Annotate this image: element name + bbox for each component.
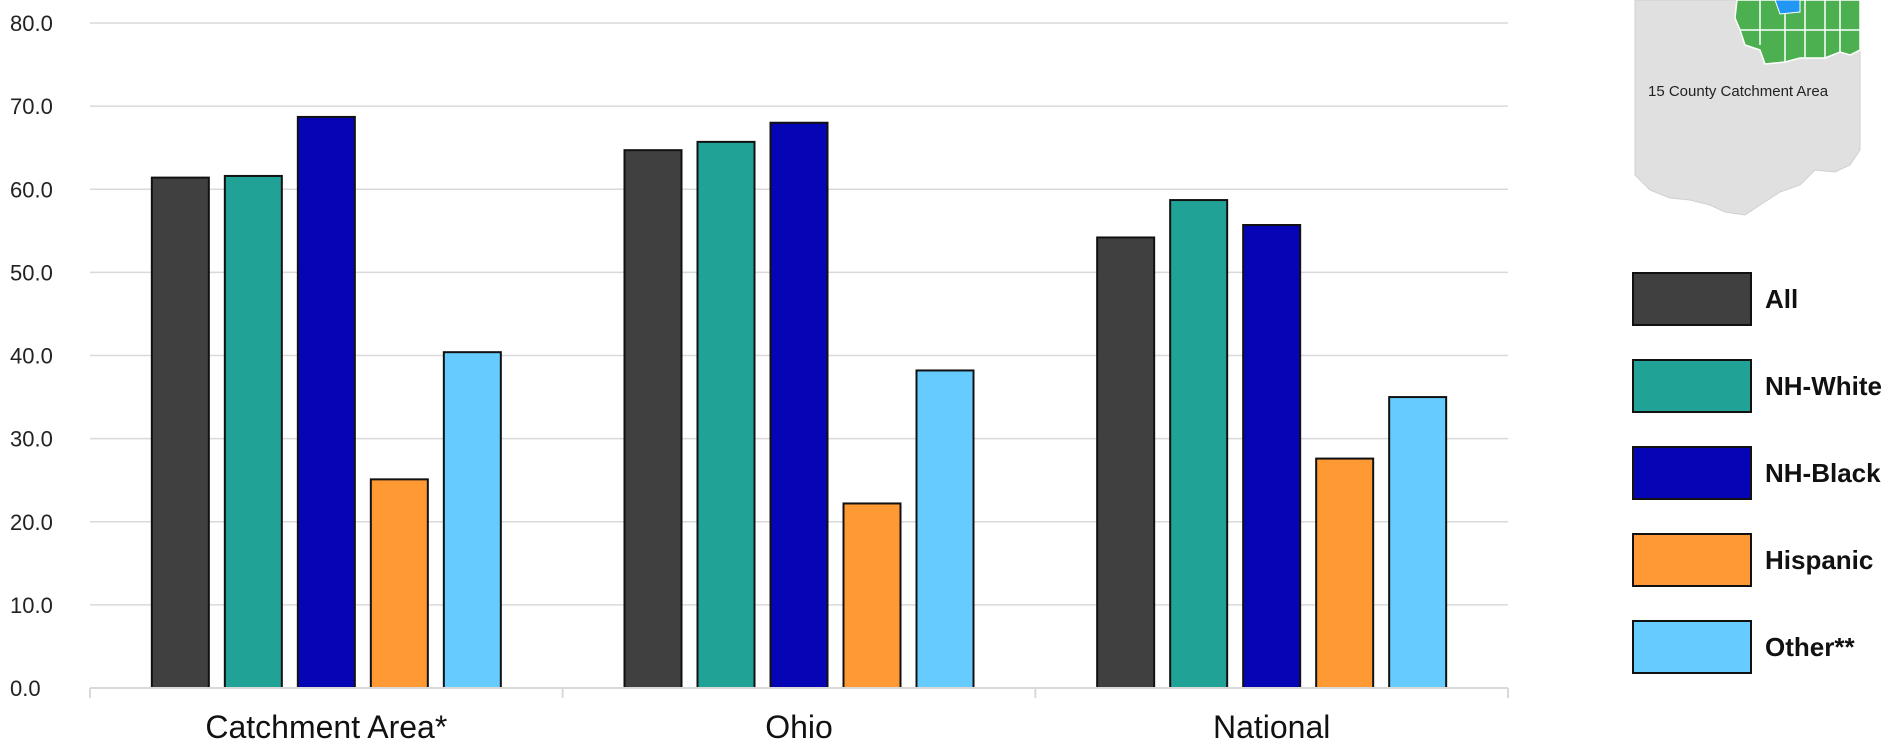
- bar-hispanic-catchment-area: [369, 478, 429, 690]
- y-tick-label: 30.0: [10, 427, 53, 452]
- bar-nh-black-national: [1242, 223, 1302, 689]
- catchment-counties: [1734, 0, 1861, 65]
- map-caption: 15 County Catchment Area: [1648, 83, 1829, 100]
- y-tick-label: 40.0: [10, 344, 53, 369]
- bar-hispanic-national: [1315, 457, 1375, 690]
- y-tick-label: 20.0: [10, 510, 53, 535]
- legend-swatch: [1632, 533, 1752, 587]
- legend-swatch: [1632, 359, 1752, 413]
- x-axis: Catchment Area* Ohio National: [89, 687, 1509, 745]
- y-tick-label: 50.0: [10, 260, 53, 285]
- y-tick-label: 60.0: [10, 177, 53, 202]
- y-tick-label: 10.0: [10, 593, 53, 618]
- bar-hispanic-ohio: [842, 502, 902, 689]
- legend-swatch: [1632, 272, 1752, 326]
- bars: [150, 115, 1448, 690]
- y-axis: 0.0 10.0 20.0 30.0 40.0 50.0 60.0 70.0 80.0: [10, 11, 53, 701]
- bar-all-ohio: [623, 149, 683, 689]
- bar-other-catchment-area: [442, 351, 502, 689]
- y-tick-label: 0.0: [10, 676, 41, 701]
- legend-label: Other**: [1765, 632, 1855, 662]
- legend-label: NH-White: [1765, 371, 1882, 401]
- bar-all-catchment-area: [150, 176, 210, 690]
- legend-label: All: [1765, 284, 1798, 314]
- bar-nh-white-national: [1169, 199, 1229, 689]
- bar-nh-black-ohio: [769, 121, 829, 689]
- ohio-map-inset: 15 County Catchment Area: [1634, 0, 1861, 216]
- legend-swatch: [1632, 446, 1752, 500]
- bar-nh-black-catchment-area: [296, 115, 356, 689]
- bar-other-ohio: [915, 369, 975, 689]
- bar-all-national: [1096, 236, 1156, 689]
- bar-other-national: [1388, 396, 1448, 689]
- legend-label: Hispanic: [1765, 545, 1873, 575]
- x-category-label: National: [1213, 709, 1330, 745]
- bar-nh-white-catchment-area: [223, 174, 283, 689]
- bar-nh-white-ohio: [696, 140, 756, 689]
- legend-label: NH-Black: [1765, 458, 1881, 488]
- y-tick-label: 80.0: [10, 11, 53, 36]
- legend-swatch: [1632, 620, 1752, 674]
- x-category-label: Catchment Area*: [205, 709, 447, 745]
- x-category-label: Ohio: [765, 709, 833, 745]
- y-tick-label: 70.0: [10, 94, 53, 119]
- legend: All NH-White NH-Black Hispanic Other**: [1632, 272, 1882, 674]
